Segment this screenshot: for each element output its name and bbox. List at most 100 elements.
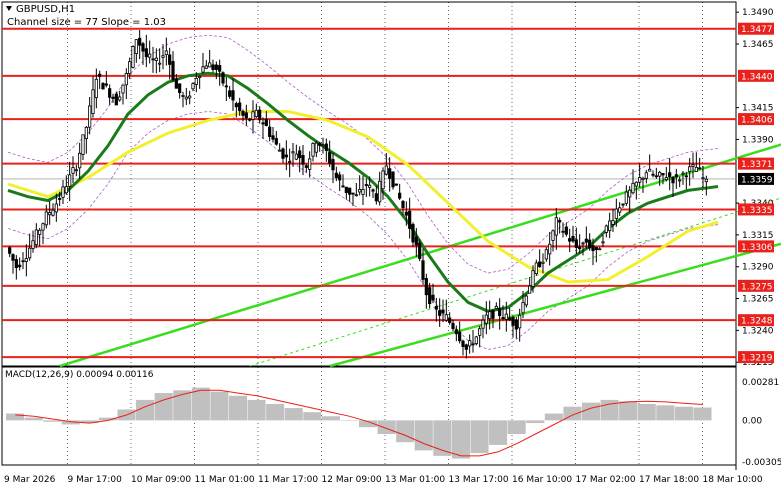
candle-body <box>638 177 642 183</box>
collapse-triangle-icon[interactable] <box>6 6 12 11</box>
candle-body <box>558 219 562 223</box>
candle-body <box>574 239 578 248</box>
candle-body <box>541 261 545 264</box>
candle-body <box>158 62 162 65</box>
candle-body <box>611 220 615 225</box>
candle-body <box>494 305 498 309</box>
candle-body <box>381 170 385 190</box>
candle-body <box>21 260 25 263</box>
time-axis-labels: 9 Mar 2026 9 Mar 17:00 10 Mar 09:00 11 Mar … <box>4 475 763 485</box>
candle-body <box>41 223 45 231</box>
macd-histogram-bar <box>191 387 210 421</box>
x-tick-label: 13 Mar 17:00 <box>449 475 509 485</box>
level-tag-label: 1.3477 <box>741 25 773 35</box>
macd-histogram-bar <box>619 401 638 421</box>
macd-histogram-bar <box>470 420 489 454</box>
candle-body <box>511 316 515 326</box>
x-tick-label: 11 Mar 01:00 <box>195 475 255 485</box>
macd-histogram-bar <box>6 413 25 421</box>
x-tick-label: 12 Mar 09:00 <box>322 475 382 485</box>
macd-y-tick-label: 0.00 <box>742 416 762 426</box>
candle-body <box>181 95 185 97</box>
x-tick-label: 18 Mar 10:00 <box>703 475 763 485</box>
candle-body <box>18 264 22 268</box>
candle-body <box>578 246 582 250</box>
candle-body <box>321 144 325 147</box>
candle-body <box>204 65 208 69</box>
current-price-tag <box>738 172 774 185</box>
candle-body <box>121 84 125 94</box>
candle-body <box>701 177 705 180</box>
candle-body <box>568 238 572 242</box>
candle-body <box>691 164 695 167</box>
macd-histogram-bar <box>396 420 415 443</box>
level-tag <box>738 314 774 327</box>
candle-body <box>694 166 698 172</box>
candle-body <box>644 172 648 179</box>
candle-body <box>451 322 455 330</box>
candle-body <box>488 311 492 320</box>
candle-body <box>628 189 632 198</box>
macd-histogram-bar <box>544 413 563 421</box>
level-tag-label: 1.3219 <box>741 354 773 364</box>
candle-body <box>414 236 418 246</box>
macd-indicator: 0.00281 0.00 -0.00305 <box>6 378 781 468</box>
candle-body <box>318 142 322 146</box>
candle-body <box>104 83 108 86</box>
candle-body <box>338 174 342 181</box>
moving-averages <box>7 71 719 313</box>
candle-body <box>334 172 338 179</box>
candle-body <box>61 186 65 198</box>
macd-histogram-bar <box>359 420 378 428</box>
macd-signal-line <box>15 389 703 457</box>
candle-body <box>228 90 232 97</box>
level-tag <box>738 203 774 216</box>
candle-body <box>128 61 132 75</box>
candle-body <box>421 260 425 280</box>
candle-body <box>248 118 252 121</box>
candle-body <box>514 319 518 330</box>
candle-body <box>51 209 55 216</box>
candle-body <box>411 223 415 243</box>
candle-body <box>474 336 478 344</box>
macd-histogram-bar <box>507 420 526 435</box>
candle-body <box>184 96 188 100</box>
bollinger-upper <box>7 34 719 274</box>
candle-body <box>291 151 295 154</box>
candle-body <box>34 229 38 246</box>
candle-body <box>384 165 388 175</box>
x-tick-label: 10 Mar 09:00 <box>131 475 191 485</box>
macd-histogram-bar <box>43 420 62 422</box>
candle-body <box>91 89 95 114</box>
candle-body <box>218 65 222 72</box>
candle-body <box>424 278 428 296</box>
candle-body <box>24 258 28 262</box>
level-tag-label: 1.3306 <box>741 243 773 253</box>
candle-body <box>64 186 68 194</box>
candle-body <box>498 307 502 317</box>
candle-body <box>44 211 48 226</box>
candle-body <box>201 66 205 73</box>
candle-body <box>221 72 225 84</box>
y-tick-label: 1.3265 <box>742 295 774 305</box>
candle-body <box>198 75 202 78</box>
candle-body <box>434 306 438 310</box>
candle-body <box>491 310 495 319</box>
candle-body <box>11 254 15 261</box>
macd-histogram-bar <box>340 420 359 421</box>
candle-body <box>668 172 672 178</box>
channel-mid-line <box>249 197 781 367</box>
candle-body <box>171 61 175 80</box>
candle-body <box>48 212 52 216</box>
candle-body <box>244 112 248 119</box>
candle-body <box>328 152 332 164</box>
current-price-label: 1.3359 <box>741 175 773 185</box>
candle-body <box>131 46 135 68</box>
candle-body <box>98 73 102 77</box>
x-tick-label: 17 Mar 18:00 <box>639 475 699 485</box>
candle-body <box>271 135 275 140</box>
y-tick-label: 1.3415 <box>742 104 774 114</box>
macd-histogram-bar <box>489 420 508 445</box>
candle-body <box>88 105 92 128</box>
macd-histogram-bar <box>526 420 545 424</box>
